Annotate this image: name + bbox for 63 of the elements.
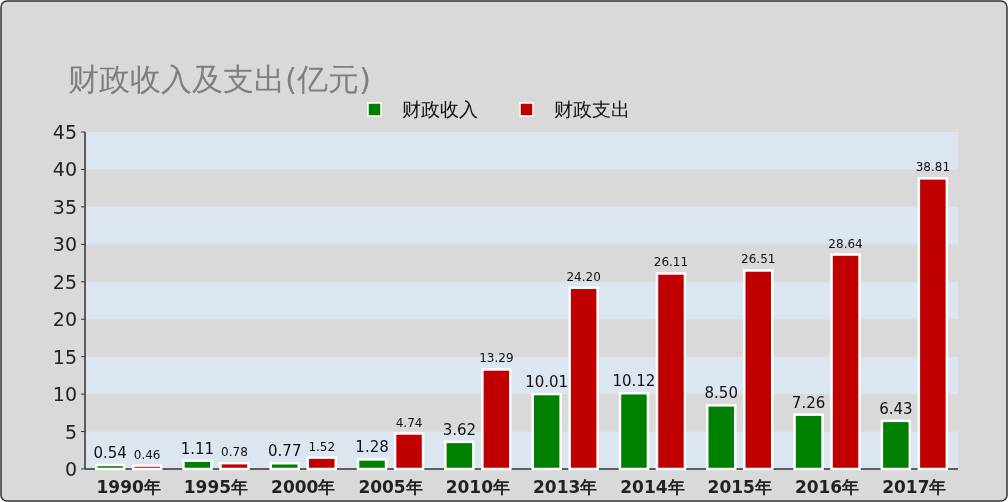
bar bbox=[182, 459, 213, 471]
y-tick-label: 25 bbox=[52, 270, 77, 293]
x-tick-label: 2017年 bbox=[882, 477, 947, 497]
bar bbox=[880, 419, 912, 471]
bar bbox=[531, 392, 562, 471]
y-tick-label: 30 bbox=[52, 233, 77, 256]
data-label: 6.43 bbox=[879, 399, 913, 418]
y-tick-label: 40 bbox=[52, 158, 77, 181]
y-tick-label: 0 bbox=[64, 458, 77, 480]
bar bbox=[356, 458, 388, 471]
data-label: 0.54 bbox=[93, 443, 127, 462]
bar bbox=[306, 456, 337, 471]
data-label: 24.20 bbox=[566, 269, 601, 284]
x-tick-label: 2013年 bbox=[532, 477, 598, 497]
data-label: 26.11 bbox=[653, 255, 689, 270]
y-tick-label: 5 bbox=[64, 420, 77, 443]
bar bbox=[219, 461, 250, 471]
x-tick-label: 2015年 bbox=[707, 477, 772, 497]
x-tick-label: 2016年 bbox=[794, 477, 860, 497]
x-tick-label: 2010年 bbox=[445, 477, 511, 497]
legend-label: 财政支出 bbox=[554, 98, 630, 120]
data-label: 0.78 bbox=[221, 445, 248, 460]
y-tick-label: 15 bbox=[52, 345, 77, 368]
data-label: 3.62 bbox=[442, 420, 477, 439]
bar bbox=[743, 269, 774, 471]
data-label: 28.64 bbox=[828, 236, 863, 251]
y-tick-label: 35 bbox=[52, 195, 77, 218]
data-label: 1.11 bbox=[180, 439, 215, 458]
bar bbox=[830, 253, 861, 471]
bar bbox=[655, 272, 687, 471]
data-label: 7.26 bbox=[791, 393, 826, 412]
data-label: 10.12 bbox=[612, 372, 656, 391]
data-label: 0.77 bbox=[268, 442, 302, 461]
legend-label: 财政收入 bbox=[402, 98, 478, 120]
bar bbox=[481, 368, 512, 471]
x-tick-label: 1995年 bbox=[183, 477, 249, 497]
y-tick-label: 10 bbox=[52, 383, 77, 406]
bar bbox=[393, 432, 425, 471]
bar bbox=[269, 461, 300, 471]
x-tick-label: 2005年 bbox=[358, 477, 423, 497]
y-tick-label: 20 bbox=[52, 308, 77, 331]
bar bbox=[793, 413, 824, 471]
x-tick-label: 1990年 bbox=[96, 477, 161, 497]
x-tick-label: 2000年 bbox=[271, 477, 336, 497]
chart-title: 财政收入及支出(亿元) bbox=[68, 61, 372, 97]
y-tick-label: 45 bbox=[52, 121, 77, 143]
data-label: 1.52 bbox=[308, 439, 336, 454]
data-label: 0.46 bbox=[133, 447, 161, 462]
bar bbox=[568, 286, 599, 471]
bar bbox=[94, 463, 126, 471]
data-label: 4.74 bbox=[395, 415, 423, 430]
bar bbox=[706, 404, 737, 471]
x-tick-label: 2014年 bbox=[620, 477, 685, 497]
data-label: 1.28 bbox=[355, 438, 389, 457]
bar bbox=[444, 440, 475, 471]
bar bbox=[131, 464, 163, 471]
bar bbox=[917, 177, 949, 471]
data-label: 13.29 bbox=[479, 351, 514, 366]
data-label: 10.01 bbox=[525, 373, 569, 392]
data-label: 26.51 bbox=[741, 252, 776, 267]
data-label: 8.50 bbox=[704, 384, 738, 403]
bar bbox=[618, 391, 650, 471]
data-label: 38.81 bbox=[915, 160, 951, 175]
